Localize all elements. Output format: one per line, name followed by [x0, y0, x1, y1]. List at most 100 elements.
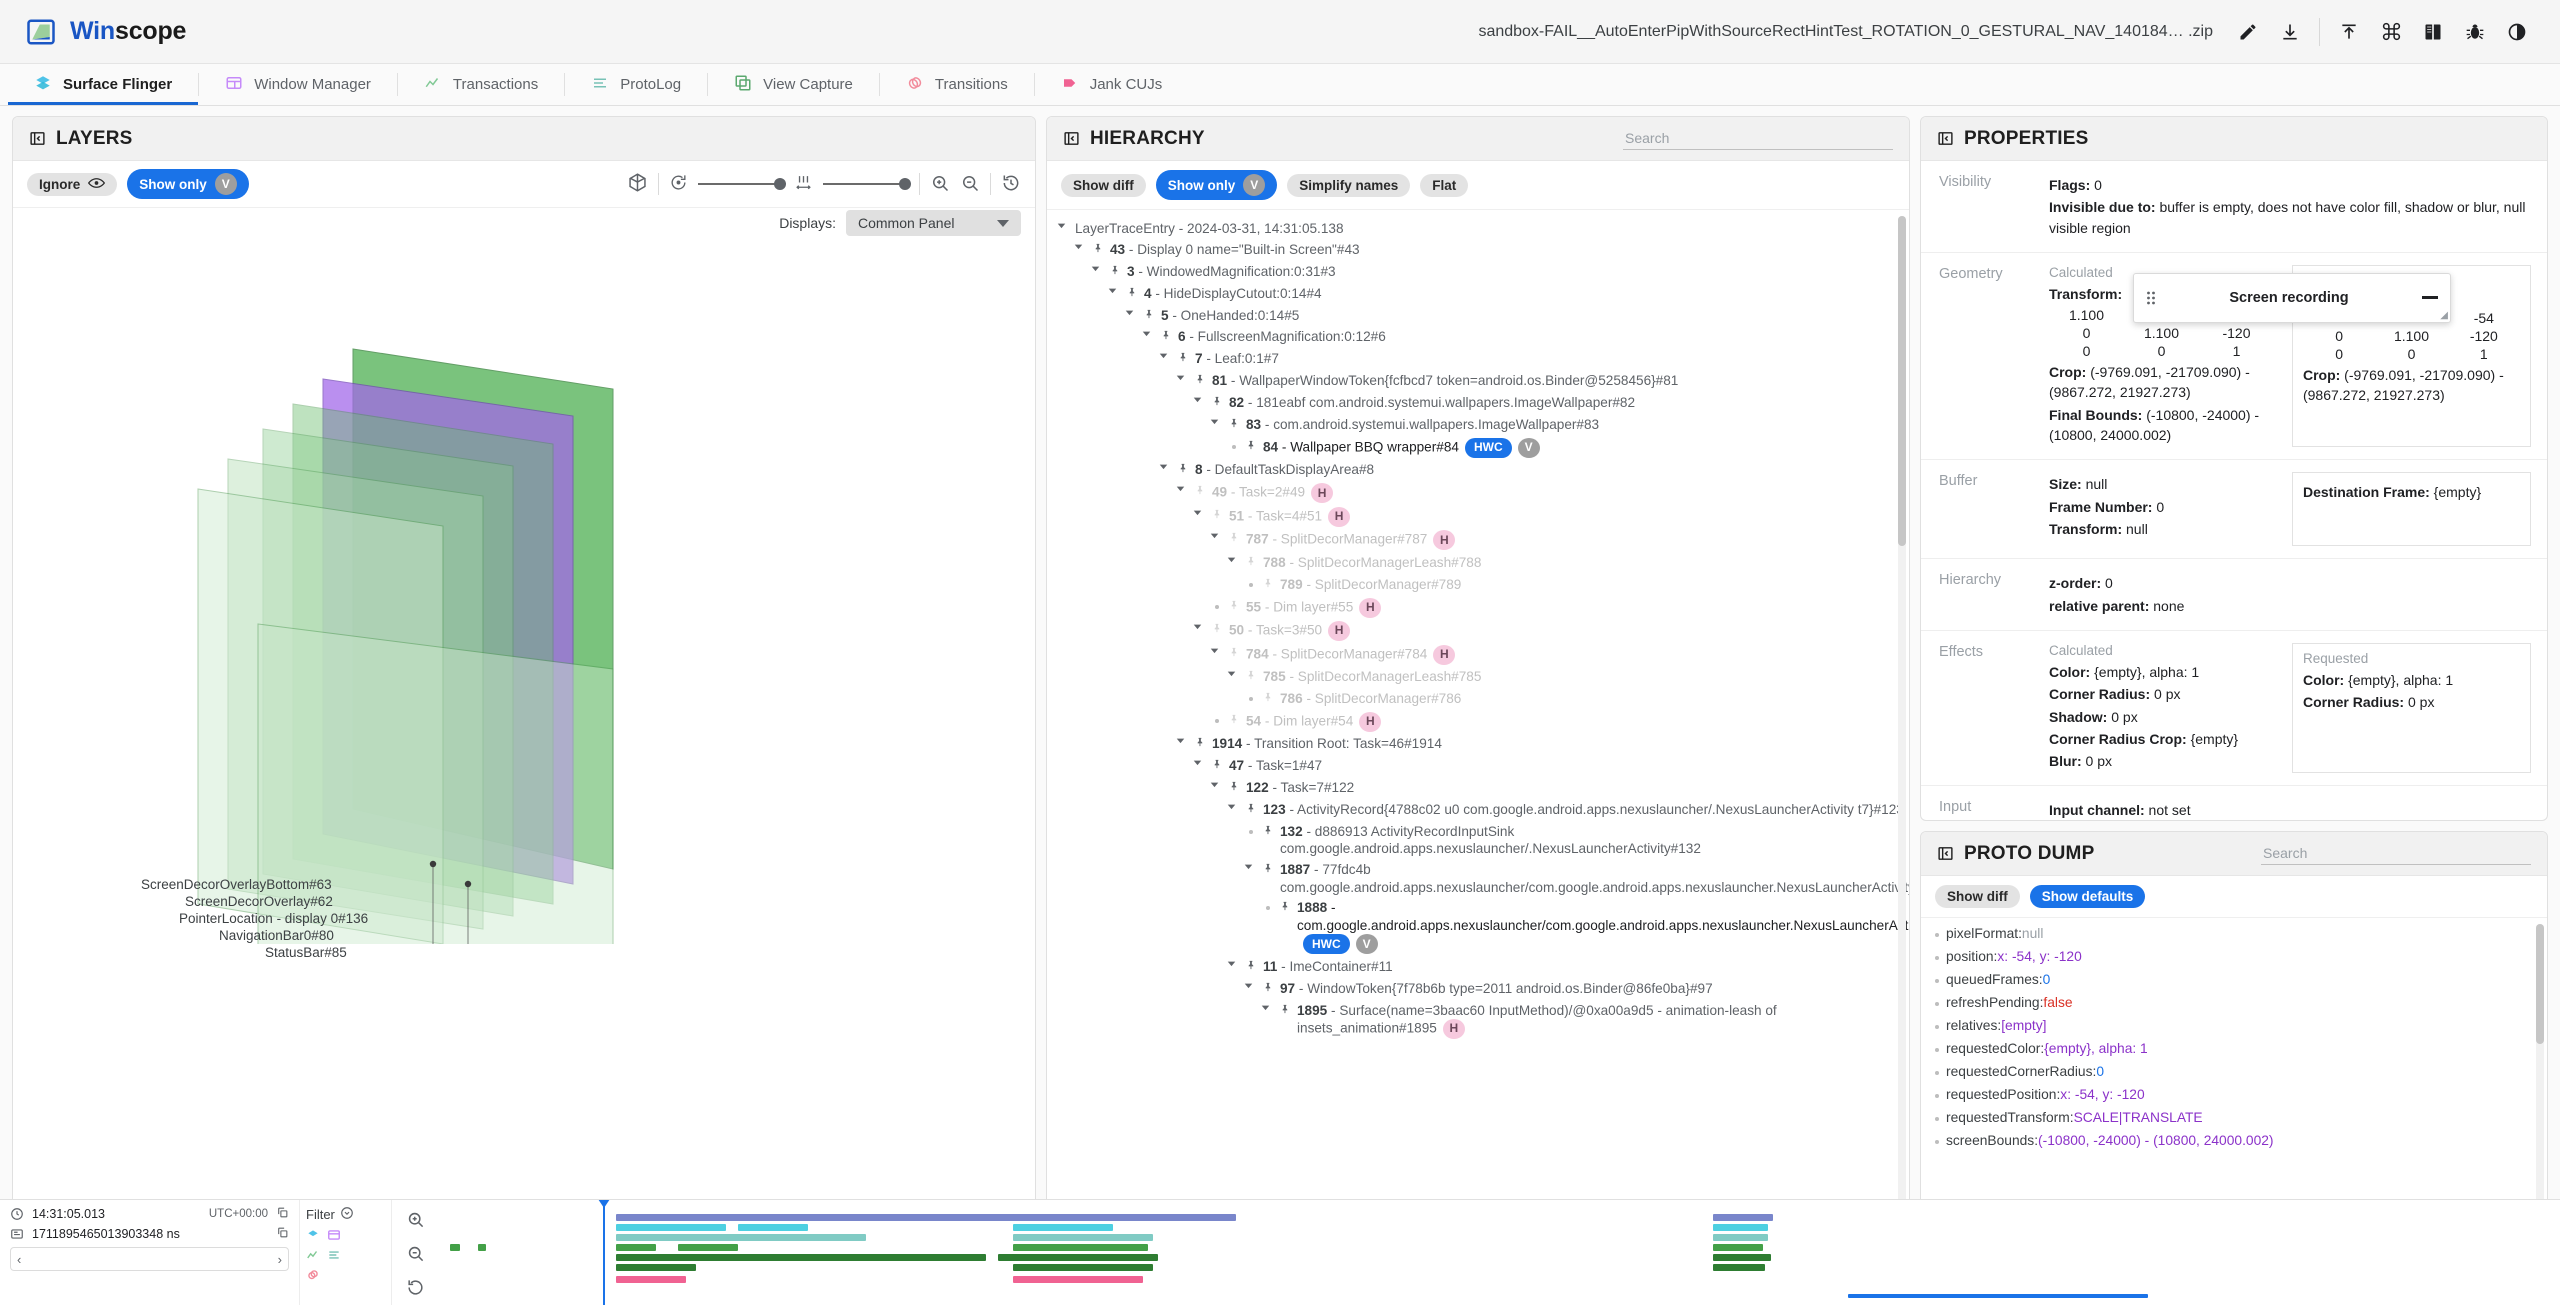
expand-collapse-icon[interactable]	[1193, 757, 1206, 767]
proto-dump-entry[interactable]: relatives:[empty]	[1935, 1018, 2537, 1033]
timeline-bar-segment[interactable]	[1713, 1214, 1773, 1221]
timeline-canvas[interactable]	[438, 1200, 2560, 1305]
pin-icon[interactable]	[1262, 690, 1275, 708]
tab-jank-cujs[interactable]: Jank CUJs	[1035, 64, 1189, 105]
tree-node[interactable]: 54 - Dim layer#54 H	[1057, 711, 1905, 732]
expand-collapse-icon[interactable]	[1091, 263, 1104, 273]
collapse-panel-icon[interactable]	[29, 130, 46, 147]
expand-collapse-icon[interactable]	[1176, 735, 1189, 745]
dark-mode-icon[interactable]	[2496, 11, 2538, 53]
tree-node[interactable]: 84 - Wallpaper BBQ wrapper#84 HWC V	[1057, 437, 1905, 458]
expand-collapse-icon[interactable]	[1193, 621, 1206, 631]
hierarchy-tree[interactable]: LayerTraceEntry - 2024-03-31, 14:31:05.1…	[1047, 210, 1909, 1304]
tree-node[interactable]: 43 - Display 0 name="Built-in Screen"#43	[1057, 241, 1905, 259]
copy-icon[interactable]	[276, 1226, 289, 1242]
collapse-panel-icon[interactable]	[1063, 130, 1080, 147]
timeline-bar-segment[interactable]	[1013, 1264, 1153, 1271]
tree-node[interactable]: 97 - WindowToken{7f78b6b type=2011 andro…	[1057, 980, 1905, 998]
tree-node[interactable]: 786 - SplitDecorManager#786	[1057, 690, 1905, 708]
pin-icon[interactable]	[1211, 621, 1224, 639]
timeline-bar-segment[interactable]	[616, 1276, 686, 1283]
window-manager-track-icon[interactable]	[327, 1228, 341, 1245]
expand-collapse-icon[interactable]	[1244, 980, 1257, 990]
timeline-bar-segment[interactable]	[1713, 1254, 1771, 1261]
spacing-icon[interactable]	[794, 173, 813, 195]
zoom-out-icon[interactable]	[960, 173, 980, 196]
show-diff-button[interactable]: Show diff	[1061, 173, 1146, 197]
timeline-bar-segment[interactable]	[1713, 1224, 1768, 1231]
tree-node[interactable]: 6 - FullscreenMagnification:0:12#6	[1057, 328, 1905, 346]
tree-node[interactable]: 785 - SplitDecorManagerLeash#785	[1057, 668, 1905, 686]
tab-window-manager[interactable]: Window Manager	[199, 64, 397, 105]
expand-collapse-icon[interactable]	[1227, 668, 1240, 678]
expand-collapse-icon[interactable]	[1176, 372, 1189, 382]
rect-label[interactable]: NavigationBar0#80	[219, 928, 334, 943]
expand-collapse-icon[interactable]	[1210, 645, 1223, 655]
pin-icon[interactable]	[1143, 307, 1156, 325]
timeline-bar-segment[interactable]	[616, 1264, 696, 1271]
expand-collapse-icon[interactable]	[1210, 530, 1223, 540]
transactions-track-icon[interactable]	[306, 1248, 320, 1265]
proto-dump-entry[interactable]: pixelFormat:null	[1935, 926, 2537, 941]
pin-icon[interactable]	[1245, 438, 1258, 456]
tab-transitions[interactable]: Transitions	[880, 64, 1034, 105]
timeline-bar-segment[interactable]	[616, 1244, 656, 1251]
tree-node[interactable]: 49 - Task=2#49 H	[1057, 483, 1905, 504]
timeline-bar-segment[interactable]	[1013, 1244, 1148, 1251]
pin-icon[interactable]	[1177, 461, 1190, 479]
tree-node[interactable]: 47 - Task=1#47	[1057, 757, 1905, 775]
expand-collapse-icon[interactable]	[1074, 241, 1087, 251]
proto-dump-search-input[interactable]: Search	[2261, 842, 2531, 865]
expand-collapse-icon[interactable]	[1159, 461, 1172, 471]
timeline-bar-segment[interactable]	[616, 1224, 726, 1231]
expand-collapse-icon[interactable]	[1227, 554, 1240, 564]
shortcuts-icon[interactable]	[2370, 11, 2412, 53]
timeline-bar-segment[interactable]	[450, 1244, 460, 1251]
pin-icon[interactable]	[1279, 899, 1292, 917]
show-only-button[interactable]: Show only V	[127, 169, 249, 199]
next-entry-button[interactable]: ›	[277, 1251, 282, 1267]
proto-dump-entry[interactable]: requestedPosition:x: -54, y: -120	[1935, 1087, 2537, 1102]
timeline-bar-segment[interactable]	[1013, 1214, 1158, 1221]
proto-dump-entry[interactable]: queuedFrames:0	[1935, 972, 2537, 987]
upload-icon[interactable]	[2328, 11, 2370, 53]
timeline-bar-segment[interactable]	[1713, 1234, 1768, 1241]
zoom-in-icon[interactable]	[930, 173, 950, 196]
timeline-bar-segment[interactable]	[616, 1234, 866, 1241]
expand-collapse-icon[interactable]	[1193, 394, 1206, 404]
pin-icon[interactable]	[1228, 598, 1241, 616]
edit-icon[interactable]	[2227, 11, 2269, 53]
pin-icon[interactable]	[1194, 735, 1207, 753]
expand-collapse-icon[interactable]	[1244, 861, 1257, 871]
expand-collapse-icon[interactable]	[1159, 350, 1172, 360]
tree-node[interactable]: 82 - 181eabf com.android.systemui.wallpa…	[1057, 394, 1905, 412]
pin-icon[interactable]	[1109, 263, 1122, 281]
main-tab-bar[interactable]: Surface Flinger Window Manager Transacti…	[0, 64, 2560, 106]
cube-icon[interactable]	[627, 172, 648, 196]
tree-node[interactable]: 132 - d886913 ActivityRecordInputSink co…	[1057, 823, 1905, 858]
surface-flinger-track-icon[interactable]	[306, 1228, 320, 1245]
pin-icon[interactable]	[1262, 823, 1275, 841]
tree-node[interactable]: 1887 - 77fdc4b com.google.android.apps.n…	[1057, 861, 1909, 896]
timeline-bar-segment[interactable]	[678, 1244, 738, 1251]
filter-row[interactable]	[306, 1268, 385, 1285]
pin-icon[interactable]	[1160, 328, 1173, 346]
tree-node[interactable]: 789 - SplitDecorManager#789	[1057, 576, 1905, 594]
show-defaults-button[interactable]: Show defaults	[2029, 885, 2146, 908]
tree-node[interactable]: 3 - WindowedMagnification:0:31#3	[1057, 263, 1905, 281]
timeline-bar-segment[interactable]	[1013, 1276, 1143, 1283]
tree-node[interactable]: 11 - ImeContainer#11	[1057, 958, 1905, 976]
tab-surface-flinger[interactable]: Surface Flinger	[8, 64, 199, 105]
prev-entry-button[interactable]: ‹	[17, 1251, 22, 1267]
proto-dump-entry[interactable]: refreshPending:false	[1935, 995, 2537, 1010]
pin-icon[interactable]	[1228, 712, 1241, 730]
displays-select[interactable]: Common Panel	[846, 210, 1021, 236]
tree-node[interactable]: 788 - SplitDecorManagerLeash#788	[1057, 554, 1905, 572]
layers-3d-view[interactable]: ScreenDecorOverlayBottom#63 ScreenDecorO…	[13, 244, 1035, 1304]
filter-row[interactable]	[306, 1248, 385, 1265]
tree-node[interactable]: 55 - Dim layer#55 H	[1057, 597, 1905, 618]
tree-node[interactable]: 123 - ActivityRecord{4788c02 u0 com.goog…	[1057, 801, 1905, 819]
tree-node[interactable]: 5 - OneHanded:0:14#5	[1057, 307, 1905, 325]
timeline-nav[interactable]: ‹ ›	[10, 1247, 289, 1271]
transitions-track-icon[interactable]	[306, 1268, 320, 1285]
